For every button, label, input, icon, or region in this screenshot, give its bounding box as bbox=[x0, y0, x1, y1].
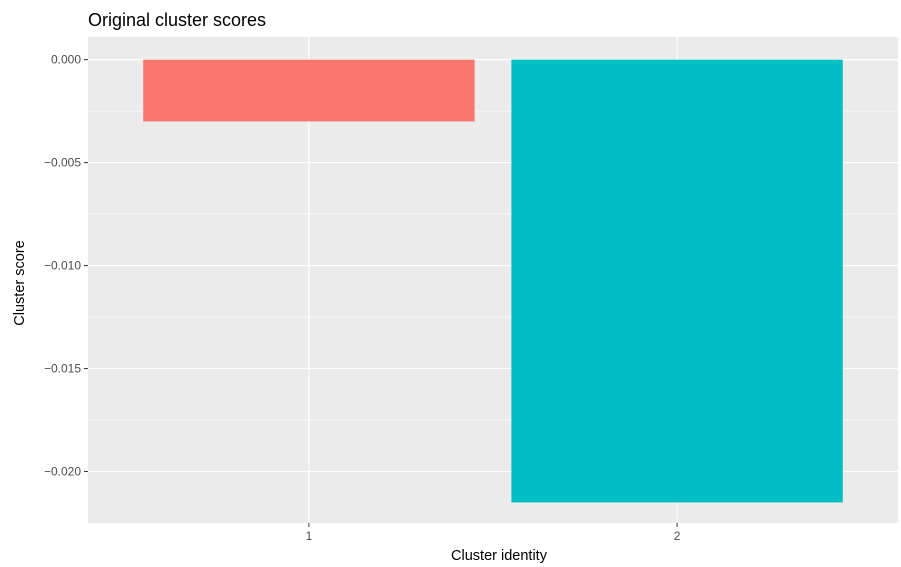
y-tick-label: −0.020 bbox=[44, 465, 81, 479]
bar-cluster-2 bbox=[511, 59, 843, 503]
bars bbox=[143, 59, 843, 503]
y-axis-title: Cluster score bbox=[12, 240, 28, 325]
bar-cluster-1 bbox=[143, 59, 475, 122]
x-axis-title: Cluster identity bbox=[451, 548, 548, 564]
y-axis: 0.000 −0.005 −0.010 −0.015 −0.020 bbox=[44, 53, 88, 479]
x-tick-label: 1 bbox=[306, 529, 313, 543]
y-tick-label: −0.010 bbox=[44, 259, 81, 273]
y-tick-label: 0.000 bbox=[51, 53, 81, 67]
x-tick-label: 2 bbox=[674, 529, 681, 543]
chart-title: Original cluster scores bbox=[88, 10, 266, 30]
y-tick-label: −0.005 bbox=[44, 156, 81, 170]
y-tick-label: −0.015 bbox=[44, 362, 81, 376]
